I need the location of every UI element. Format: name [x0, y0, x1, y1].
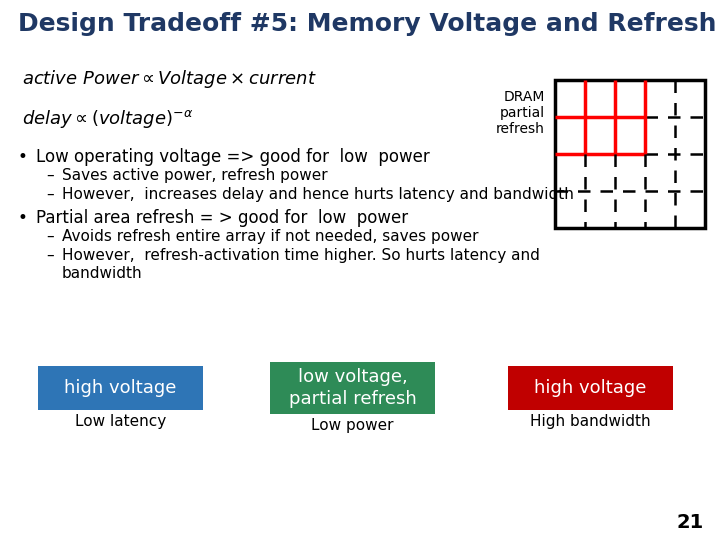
Text: Saves active power, refresh power: Saves active power, refresh power	[62, 168, 328, 183]
Bar	[555, 80, 705, 228]
Text: high voltage: high voltage	[64, 379, 176, 397]
Text: Avoids refresh entire array if not needed, saves power: Avoids refresh entire array if not neede…	[62, 229, 479, 244]
Text: Low operating voltage => good for  low  power: Low operating voltage => good for low po…	[36, 148, 430, 166]
Text: •: •	[18, 148, 28, 166]
Text: –: –	[46, 248, 53, 263]
Text: Low power: Low power	[311, 418, 394, 433]
Text: $\mathit{active\ Power} \propto \mathit{Voltage} \times \mathit{current}$: $\mathit{active\ Power} \propto \mathit{…	[22, 68, 317, 90]
Text: However,  refresh-activation time higher. So hurts latency and: However, refresh-activation time higher.…	[62, 248, 540, 263]
Text: –: –	[46, 229, 53, 244]
Bar	[38, 366, 203, 410]
Text: 21: 21	[677, 513, 704, 532]
Text: –: –	[46, 187, 53, 202]
Text: bandwidth: bandwidth	[62, 266, 143, 281]
Text: High bandwidth: High bandwidth	[530, 414, 651, 429]
Text: –: –	[46, 168, 53, 183]
Text: DRAM
partial
refresh: DRAM partial refresh	[496, 90, 545, 137]
Text: Design Tradeoff #5: Memory Voltage and Refresh: Design Tradeoff #5: Memory Voltage and R…	[18, 12, 716, 36]
Text: Low latency: Low latency	[75, 414, 166, 429]
Bar	[270, 362, 435, 414]
Text: high voltage: high voltage	[534, 379, 647, 397]
Text: $\mathit{delay} \propto \left(\mathit{voltage}\right)^{-\alpha}$: $\mathit{delay} \propto \left(\mathit{vo…	[22, 108, 193, 130]
Text: low voltage,
partial refresh: low voltage, partial refresh	[289, 368, 416, 408]
Text: However,  increases delay and hence hurts latency and bandwidth: However, increases delay and hence hurts…	[62, 187, 574, 202]
Bar	[508, 366, 673, 410]
Text: Partial area refresh = > good for  low  power: Partial area refresh = > good for low po…	[36, 209, 408, 227]
Text: •: •	[18, 209, 28, 227]
